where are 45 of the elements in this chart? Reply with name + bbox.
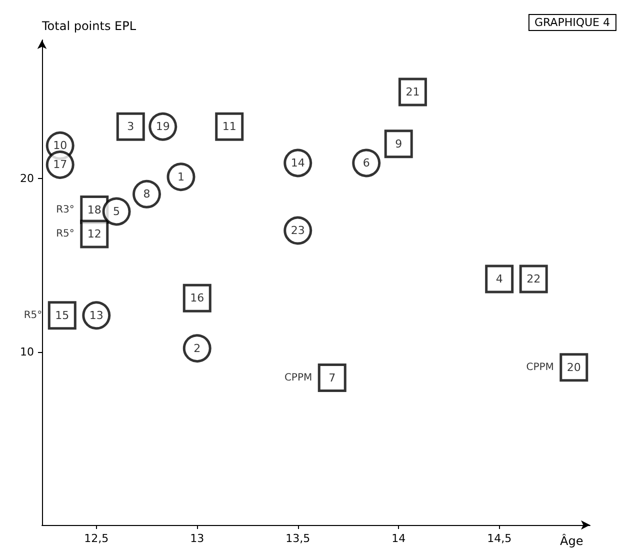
point (182, 334, 212, 363)
x-tick-label: 14,5 (487, 532, 512, 545)
point (132, 180, 162, 208)
series-label: 9 (395, 137, 402, 150)
series-label: 17 (53, 158, 68, 172)
series-label: 23 (290, 224, 305, 238)
point (318, 364, 346, 392)
series-label: 15 (55, 308, 70, 322)
annotation: CPPM (526, 362, 554, 373)
series-label: 5 (113, 204, 120, 218)
x-tick-label: 13 (190, 532, 204, 545)
point (485, 264, 514, 294)
chart-title: GRAPHIQUE 4 (534, 16, 610, 29)
point (166, 162, 196, 192)
series-label: 1 (178, 170, 185, 184)
x-axis-title: Âge (560, 533, 584, 548)
series-label: 22 (526, 272, 541, 286)
point (116, 112, 145, 141)
annotation: CPPM (284, 372, 312, 384)
series-label: 4 (496, 272, 503, 286)
point (384, 130, 413, 158)
annotation: R5° (24, 310, 42, 321)
series-label: 2 (194, 342, 201, 355)
series-label: 18 (87, 203, 102, 216)
series-label: 11 (222, 120, 236, 134)
series-label: 13 (89, 308, 104, 322)
series-label: 12 (87, 228, 102, 240)
point (102, 197, 131, 226)
x-tick-label: 12,5 (84, 532, 109, 545)
series-label: 6 (362, 156, 370, 170)
x-tick-label: 14 (392, 532, 406, 545)
annotation: R3° (56, 204, 74, 216)
series-label: 8 (143, 188, 150, 201)
point (352, 148, 381, 178)
y-axis-title: Total points EPL (41, 19, 136, 33)
x-tick-label: 13,5 (286, 532, 310, 545)
annotation: R5° (56, 228, 74, 240)
series-label: 10 (53, 139, 68, 152)
series-label: 7 (328, 371, 336, 384)
series-label: 20 (566, 360, 581, 374)
series-label: 3 (127, 120, 134, 134)
series-label: 19 (156, 120, 170, 134)
series-label: 21 (406, 85, 420, 98)
series-label: 14 (290, 156, 305, 170)
series-label: 16 (190, 292, 204, 305)
